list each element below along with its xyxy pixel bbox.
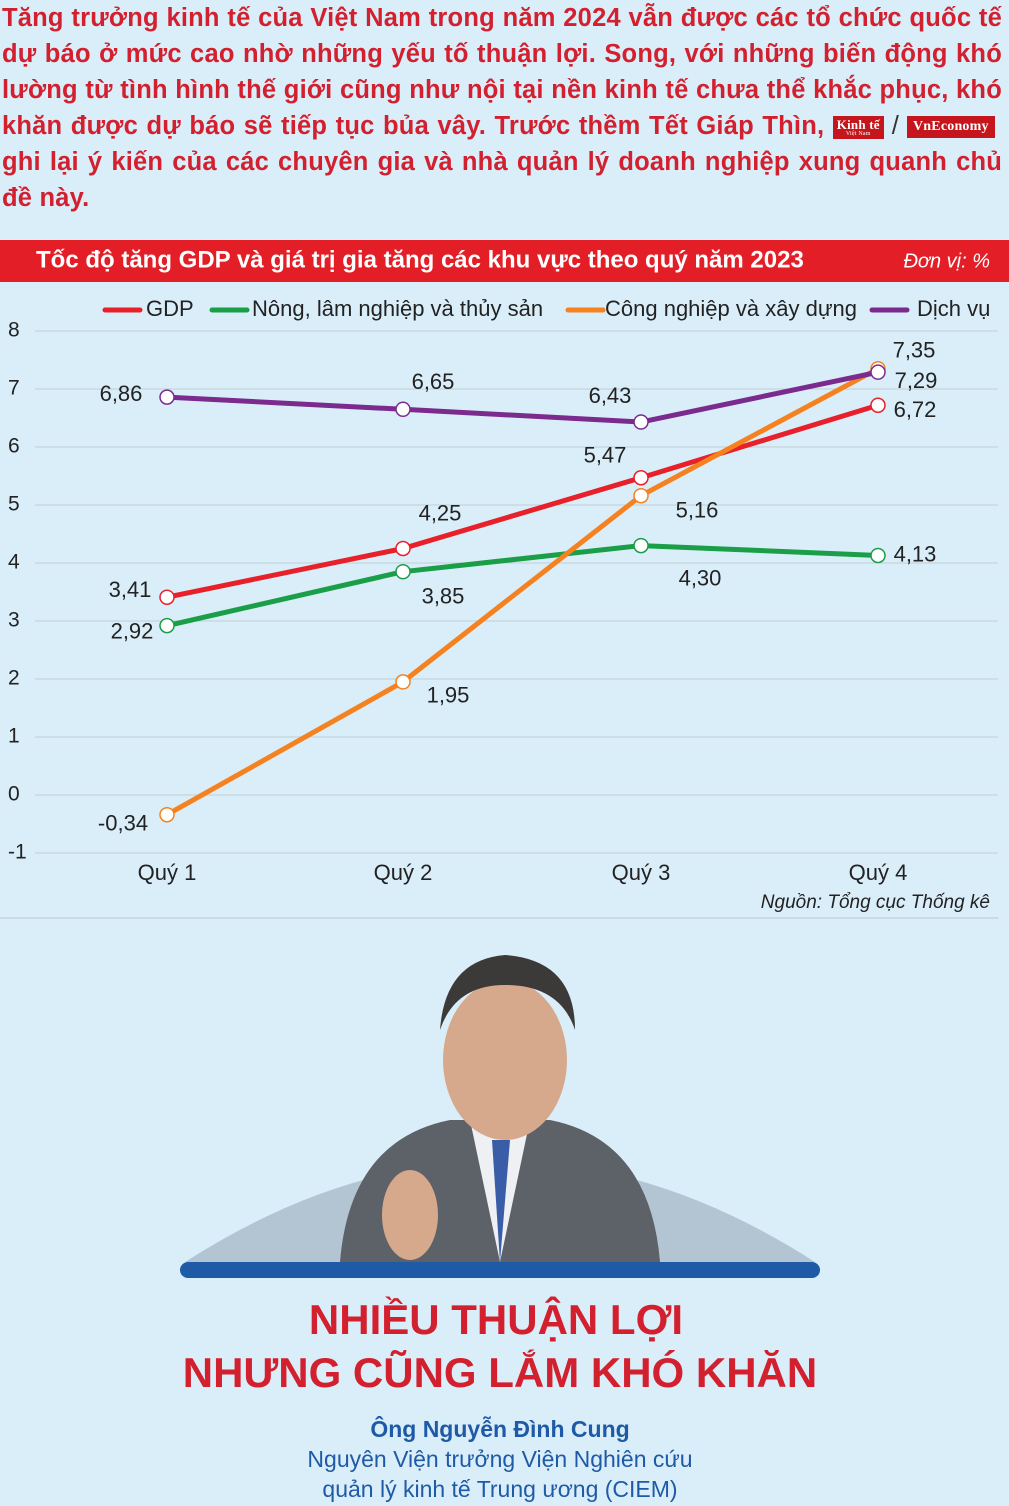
data-label: 4,13 [894, 541, 937, 566]
data-label: 4,25 [419, 500, 462, 525]
y-tick-label: 2 [8, 667, 20, 690]
data-point [633, 414, 649, 430]
data-point [395, 540, 411, 557]
data-label: 5,16 [676, 498, 719, 523]
data-point [870, 364, 886, 380]
legend-label: Công nghiệp và xây dựng [605, 296, 857, 321]
accent-bar [180, 1262, 820, 1278]
person-name: Ông Nguyễn Đình Cung [370, 1415, 629, 1442]
x-tick-label: Quý 1 [138, 860, 197, 885]
person-role: Nguyên Viện trưởng Viện Nghiên cứu [307, 1446, 692, 1472]
x-tick-label: Quý 2 [374, 860, 433, 885]
logo-text: Kinh tế [836, 116, 880, 132]
y-tick-label: 3 [8, 609, 20, 632]
data-label: 7,29 [895, 368, 938, 393]
title-bar [0, 240, 1009, 282]
data-point [159, 806, 175, 823]
data-label: -0,34 [98, 811, 148, 836]
intro-text: ghi lại ý kiến của các chuyên gia và nhà… [2, 148, 1002, 212]
data-label: 1,95 [427, 683, 470, 708]
y-tick-label: 6 [8, 435, 20, 458]
person-role: quản lý kinh tế Trung ương (CIEM) [322, 1476, 677, 1502]
data-point [633, 537, 649, 554]
headline: NHIỀU THUẬN LỢI [309, 1295, 683, 1343]
series-line [166, 369, 879, 425]
logo-vneconomy: VnEconomy [907, 116, 995, 139]
data-point [870, 547, 886, 564]
y-tick-label: 1 [8, 725, 20, 748]
data-point [395, 401, 411, 418]
y-tick-label: 4 [8, 551, 20, 574]
legend-label: Nông, lâm nghiệp và thủy sản [252, 296, 543, 321]
y-tick-label: 8 [8, 319, 20, 342]
data-label: 4,30 [679, 565, 722, 590]
headline: NHƯNG CŨNG LẮM KHÓ KHĂN [183, 1348, 817, 1396]
data-point [395, 563, 411, 580]
data-label: 3,85 [422, 584, 465, 609]
data-point [633, 487, 649, 504]
data-label: 2,92 [111, 618, 154, 643]
series-line [166, 402, 879, 600]
x-tick-label: Quý 3 [612, 860, 671, 885]
logo-ktvn: Kinh tế Việt Nam [832, 115, 884, 139]
data-point [159, 389, 175, 405]
x-tick-label: Quý 4 [849, 860, 908, 885]
series-line [166, 543, 879, 629]
logo-subtext: Việt Nam [845, 130, 871, 137]
legend-label: Dịch vụ [917, 296, 990, 321]
y-tick-label: 7 [8, 377, 20, 400]
source: Nguồn: Tổng cục Thống kê [761, 892, 990, 913]
chart-title: Tốc độ tăng GDP và giá trị gia tăng các … [36, 246, 804, 273]
portrait [185, 955, 815, 1262]
data-label: 6,65 [412, 369, 455, 394]
data-point [870, 397, 886, 413]
data-point [395, 674, 411, 690]
data-label: 6,72 [894, 397, 937, 422]
series-line [165, 366, 880, 817]
separator: / [891, 112, 899, 140]
data-label: 3,41 [109, 577, 152, 602]
data-label: 7,35 [893, 338, 936, 363]
data-label: 5,47 [584, 443, 627, 468]
data-point [159, 617, 175, 634]
intro-text: Tăng trưởng kinh tế của Việt Nam trong n… [2, 4, 1002, 140]
data-label: 6,86 [100, 381, 143, 406]
data-point [159, 589, 175, 605]
legend-label: GDP [146, 296, 194, 321]
y-tick-label: 0 [8, 783, 20, 806]
y-tick-label: 5 [8, 493, 20, 516]
data-label: 6,43 [589, 383, 632, 408]
y-tick-label: -1 [8, 841, 27, 864]
unit: Đơn vị: % [903, 250, 990, 272]
data-point [633, 469, 649, 486]
intro: Tăng trưởng kinh tế của Việt Nam trong n… [2, 0, 1002, 216]
